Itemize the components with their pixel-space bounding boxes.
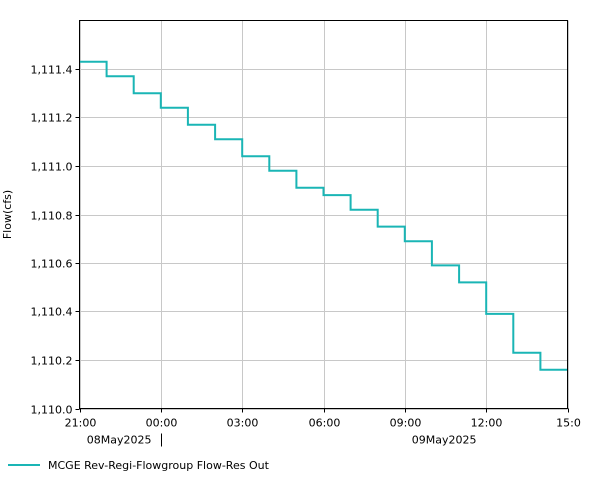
- legend: MCGE Rev-Regi-Flowgroup Flow-Res Out: [8, 456, 269, 474]
- date-label: 09May2025: [412, 434, 477, 447]
- x-tick-label: 15:0: [556, 417, 581, 430]
- x-tick-label: 12:00: [471, 417, 503, 430]
- y-tick-label: 1,110.2: [31, 355, 73, 368]
- x-tick-label: 06:00: [309, 417, 341, 430]
- y-tick-label: 1,110.6: [31, 258, 73, 271]
- legend-label: MCGE Rev-Regi-Flowgroup Flow-Res Out: [48, 458, 269, 472]
- date-label: 08May2025: [87, 434, 152, 447]
- y-axis-ticks: 1,110.0 1,110.2 1,110.4 1,110.6 1,110.8 1,111…: [31, 64, 80, 417]
- y-tick-label: 1,110.4: [31, 306, 73, 319]
- x-tick-label: 03:00: [227, 417, 259, 430]
- y-axis-title: Flow(cfs): [1, 190, 14, 239]
- legend-swatch: [8, 464, 40, 466]
- grid-lines: [79, 20, 569, 410]
- y-tick-label: 1,111.0: [31, 161, 73, 174]
- x-tick-label: 21:00: [65, 417, 97, 430]
- series-line: [79, 60, 568, 371]
- plot-frame: [79, 20, 568, 409]
- y-tick-label: 1,110.0: [31, 404, 73, 417]
- x-axis-ticks: 21:00 00:00 03:00 06:00 09:00 12:00 15:0: [65, 408, 581, 430]
- y-tick-label: 1,111.2: [31, 112, 73, 125]
- x-tick-label: 00:00: [146, 417, 178, 430]
- y-tick-label: 1,111.4: [31, 64, 73, 77]
- date-labels: 08May2025 09May2025: [87, 433, 477, 447]
- y-tick-label: 1,110.8: [31, 210, 73, 223]
- series-layer: [79, 60, 568, 371]
- x-tick-label: 09:00: [390, 417, 422, 430]
